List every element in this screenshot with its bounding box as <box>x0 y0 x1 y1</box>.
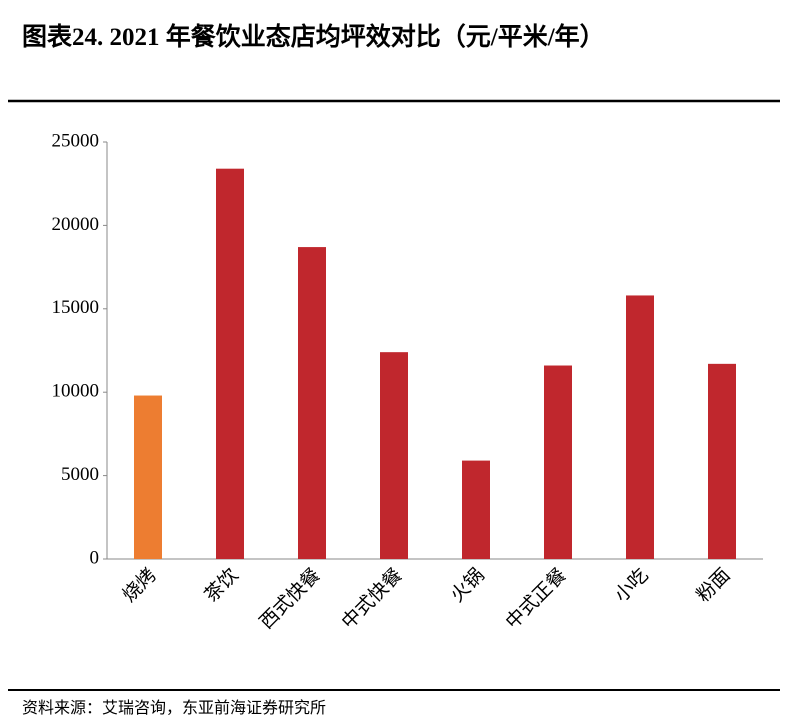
bar <box>380 352 408 559</box>
bar <box>708 363 736 559</box>
x-tick-label: 小吃 <box>610 564 652 606</box>
y-tick-label: 10000 <box>52 381 100 402</box>
x-tick-label: 西式快餐 <box>255 564 324 633</box>
x-tick-label: 中式正餐 <box>501 564 570 633</box>
y-tick-label: 0 <box>90 547 100 568</box>
bar <box>544 365 572 559</box>
x-tick-label: 粉面 <box>692 564 734 606</box>
bar <box>216 168 244 560</box>
y-tick-label: 25000 <box>52 130 100 151</box>
x-tick-label: 中式快餐 <box>337 564 406 633</box>
y-tick-label: 20000 <box>52 214 100 235</box>
bar <box>134 395 162 559</box>
source: 资料来源：艾瑞咨询，东亚前海证券研究所 <box>22 700 327 717</box>
y-tick-label: 15000 <box>52 297 100 318</box>
bar <box>626 295 654 559</box>
x-tick-label: 茶饮 <box>200 564 242 606</box>
y-tick-label: 5000 <box>61 464 99 485</box>
x-tick-label: 火锅 <box>446 564 488 606</box>
bar <box>298 247 326 560</box>
chart-title: 图表24. 2021 年餐饮业态店均坪效对比（元/平米/年） <box>22 24 605 51</box>
bar <box>462 460 490 559</box>
x-tick-label: 烧烤 <box>118 564 160 606</box>
